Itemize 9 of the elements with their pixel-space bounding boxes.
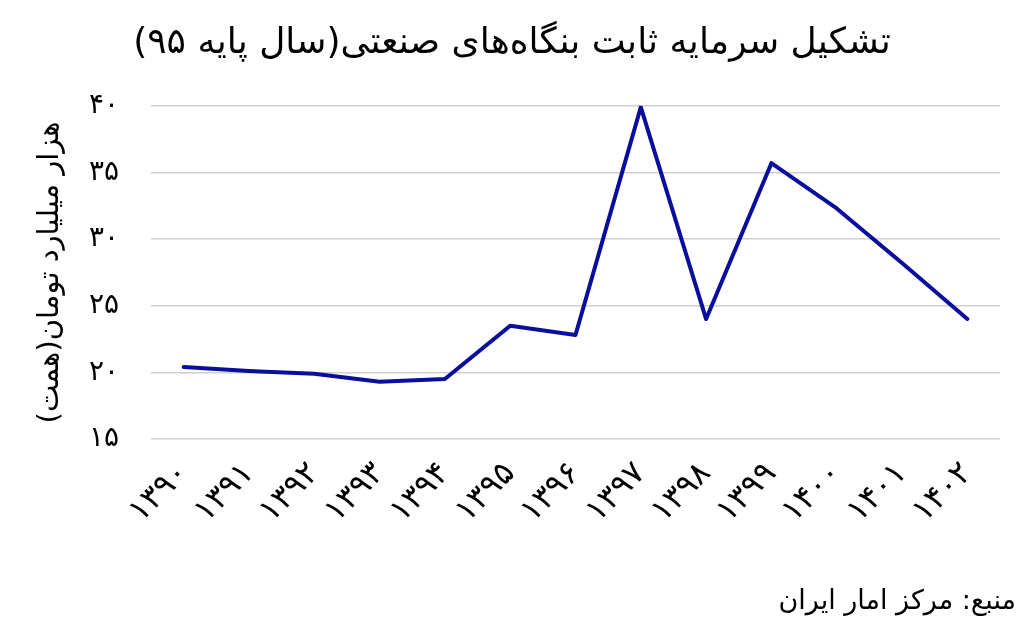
y-tick-label: ۳۰ [88,220,119,254]
y-axis-title: هزار میلیارد تومان(همت) [30,121,65,424]
y-tick-label: ۳۵ [88,153,119,187]
text: منبع: مرکز امار ایران [778,584,1016,615]
chart-title: تشکیل سرمایه ثابت بنگاه‌های صنعتی(سال پایه ۹۵) [132,19,892,64]
y-tick-label: ۲۰ [88,353,119,387]
y-tick-label: ۱۵ [88,420,119,454]
y-tick-label: ۴۰ [88,87,119,121]
y-tick-label: ۲۵ [88,287,119,320]
